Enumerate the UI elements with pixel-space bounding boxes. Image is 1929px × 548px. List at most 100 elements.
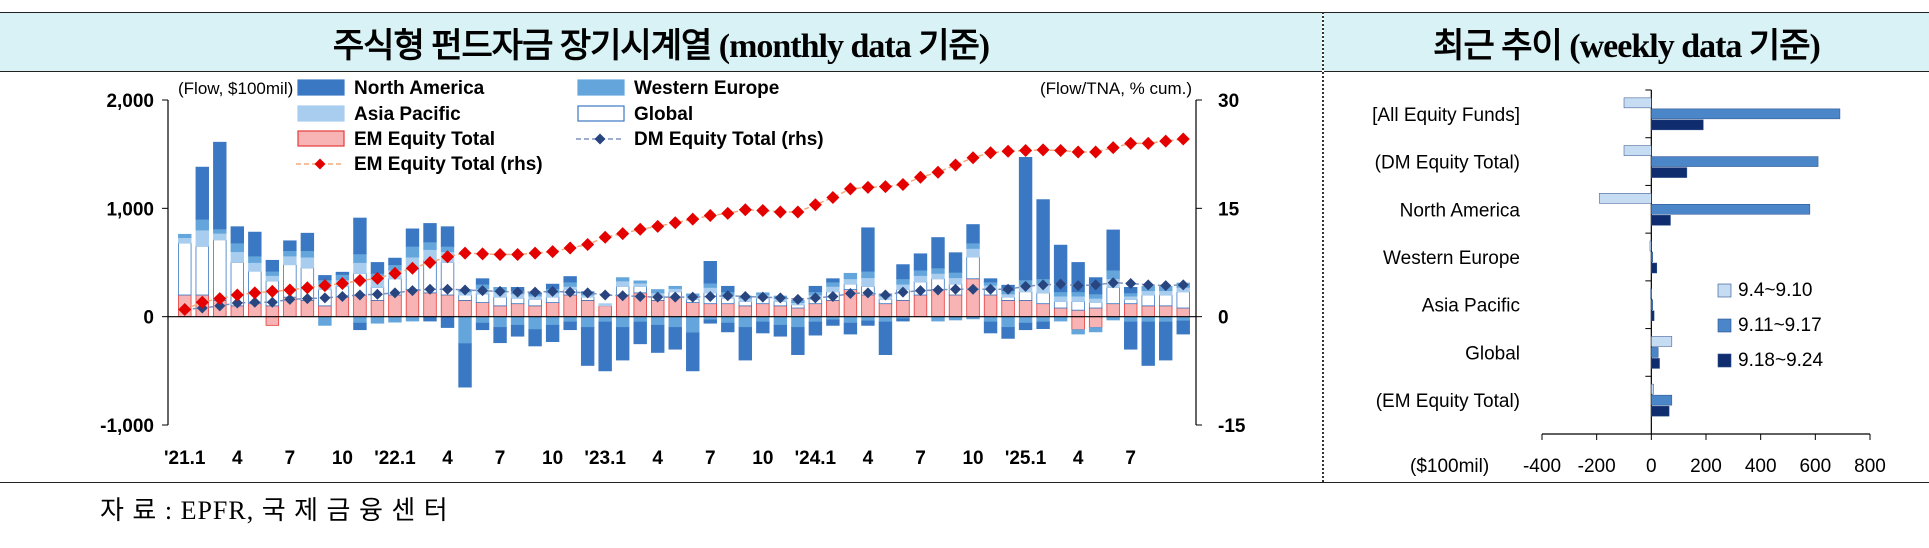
em-equity-total-marker (423, 256, 437, 269)
bar-western-europe-neg (1053, 316, 1068, 322)
bar-asia-pacific (195, 229, 209, 247)
legend-label-asia_pacific: Asia Pacific (354, 104, 461, 125)
bar-north-america (931, 237, 945, 269)
bar-north-america (1053, 244, 1068, 293)
weekly-flow-chart: -400 -200 0 200 400 600 800 ($100mil) [All Equit… (1372, 89, 1886, 477)
bar-asia-pacific (283, 255, 297, 266)
bar-em-equity (878, 303, 893, 318)
dm-equity-total-marker (1107, 277, 1119, 289)
bar-asia-pacific (265, 275, 280, 282)
dm-equity-total-marker (389, 287, 401, 299)
legend-label-north_america: North America (354, 78, 485, 99)
dm-equity-total-marker (266, 296, 278, 308)
em-equity-total-marker (668, 216, 682, 230)
dm-equity-total-marker (1020, 280, 1032, 292)
bar-north-america-neg (861, 320, 875, 326)
dm-equity-total-marker (284, 293, 296, 305)
bar-week-2 (1651, 156, 1819, 167)
x-tick-label: 400 (1745, 456, 1777, 477)
dm-equity-total-marker (599, 289, 611, 301)
bar-week-3 (1651, 310, 1655, 321)
bar-em-equity (773, 305, 788, 318)
bar-em-equity (826, 300, 840, 318)
bar-em-equity (738, 305, 753, 318)
x-tick-label: 7 (285, 448, 296, 469)
bar-north-america-neg (615, 327, 630, 361)
bar-week-1 (1623, 97, 1652, 109)
em-equity-total-marker (686, 212, 700, 226)
bar-week-3 (1651, 262, 1658, 274)
bar-western-europe-neg (1018, 316, 1033, 324)
dm-equity-total-marker (634, 290, 646, 302)
bar-north-america-neg (1159, 321, 1173, 361)
recent-trend-title: 최근 추이 (weekly data 기준) (1433, 27, 1821, 65)
em-equity-total-marker (949, 158, 963, 172)
dm-equity-total-marker (547, 285, 559, 297)
bar-week-3 (1651, 119, 1704, 131)
dm-equity-total-marker (950, 283, 962, 295)
dm-equity-total-marker (669, 291, 681, 303)
legend: North America Western Europe Asia Pacific G… (296, 78, 824, 175)
bar-north-america (440, 226, 455, 247)
bar-north-america-neg (686, 332, 700, 372)
dm-equity-total-marker (844, 288, 856, 300)
bar-asia-pacific (633, 282, 647, 287)
bar-asia-pacific (931, 272, 945, 280)
category-label: (EM Equity Total) (1376, 391, 1520, 412)
bar-north-america-neg (738, 327, 753, 361)
em-equity-total-marker (651, 219, 665, 233)
bar-western-europe-neg (791, 316, 805, 328)
category-label: (DM Equity Total) (1375, 153, 1520, 174)
bar-north-america (248, 231, 262, 257)
bar-em-equity (510, 303, 525, 318)
bar-north-america (983, 278, 998, 283)
bar-asia-pacific (230, 251, 245, 263)
bar-western-europe-neg (370, 316, 385, 324)
bar-em-equity (1123, 303, 1138, 318)
bar-western-europe-neg (808, 316, 823, 323)
y2-tick-label: 30 (1218, 91, 1239, 112)
em-equity-total-marker (1159, 134, 1173, 148)
x-tick-label: 7 (915, 448, 926, 469)
bar-em-equity (808, 303, 823, 318)
bar-north-america (1018, 157, 1033, 281)
bar-em-equity (1001, 300, 1015, 318)
bar-week-1 (1599, 193, 1652, 204)
bar-western-europe-neg (493, 316, 507, 328)
dm-equity-total-marker (652, 291, 664, 303)
legend-label-dm_line: DM Equity Total (rhs) (634, 129, 824, 150)
dm-equity-total-marker (914, 285, 926, 297)
dm-equity-total-marker (424, 283, 436, 295)
legend-swatch-western_europe (577, 79, 625, 96)
bar-asia-pacific (178, 237, 192, 244)
legend-item-em_equity: EM Equity Total (297, 129, 495, 150)
x-axis-unit: ($100mil) (1410, 456, 1489, 477)
bar-week-2 (1651, 394, 1673, 406)
em-equity-total-marker (581, 237, 595, 251)
x-tick-label: 7 (1125, 448, 1136, 469)
bar-western-europe-neg (563, 316, 577, 323)
bar-global (1053, 301, 1068, 309)
legend-marker-dm_line (594, 133, 606, 145)
bar-western-europe (861, 270, 875, 279)
em-equity-total-marker (178, 302, 192, 316)
bar-western-europe (230, 242, 245, 253)
bar-north-america-neg (773, 324, 788, 337)
bar-western-europe-neg (1036, 316, 1050, 323)
legend-swatch-north_america (297, 79, 345, 96)
em-equity-total-marker (913, 170, 927, 184)
dm-equity-total-marker (214, 300, 226, 312)
dm-equity-total-marker (477, 285, 489, 297)
em-equity-total-marker (458, 246, 472, 260)
bar-western-europe (931, 267, 945, 274)
x-tick-label: 10 (962, 448, 983, 469)
bar-em-equity-neg (265, 316, 280, 326)
em-equity-total-marker (843, 182, 857, 196)
bar-global (493, 296, 507, 307)
category-label: Western Europe (1383, 248, 1520, 269)
bar-asia-pacific (598, 303, 612, 307)
bar-week-2 (1651, 347, 1659, 358)
bar-western-europe (265, 270, 280, 276)
bar-western-europe-neg (545, 316, 560, 326)
bar-north-america (896, 264, 910, 280)
